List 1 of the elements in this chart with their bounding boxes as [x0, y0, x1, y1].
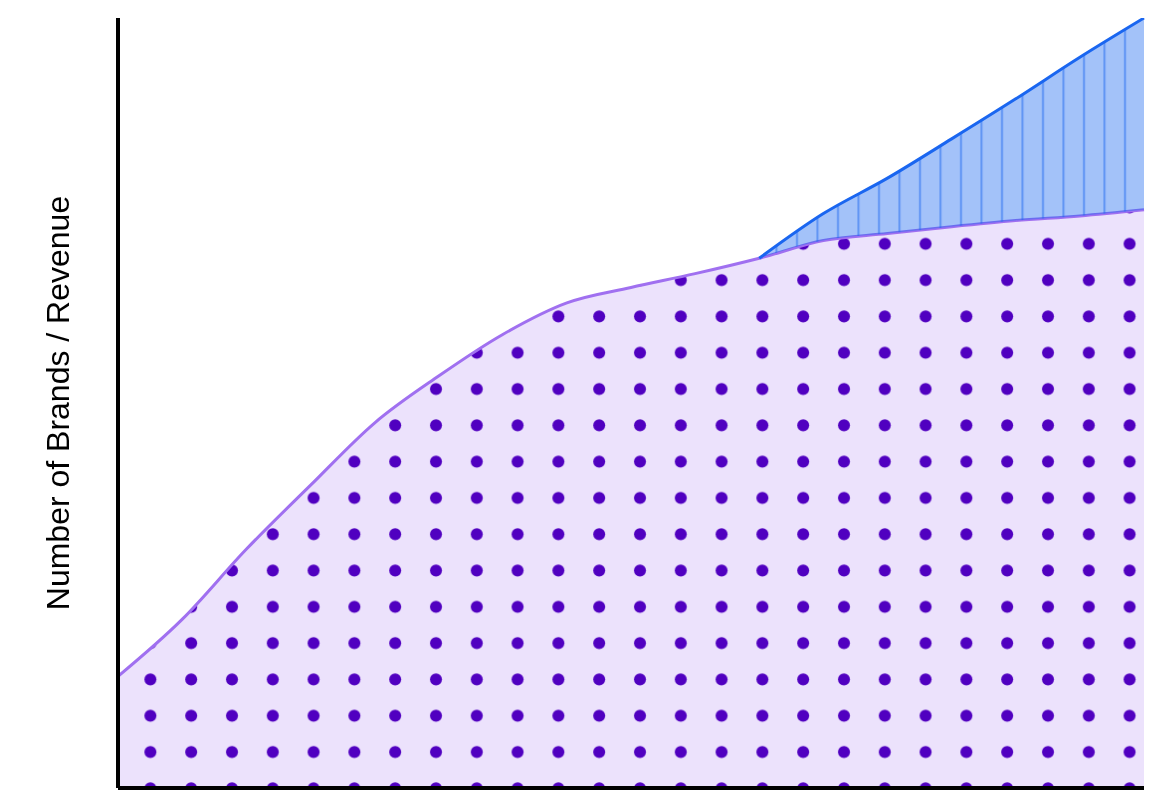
y-axis-title: Number of Brands / Revenue [40, 195, 77, 611]
